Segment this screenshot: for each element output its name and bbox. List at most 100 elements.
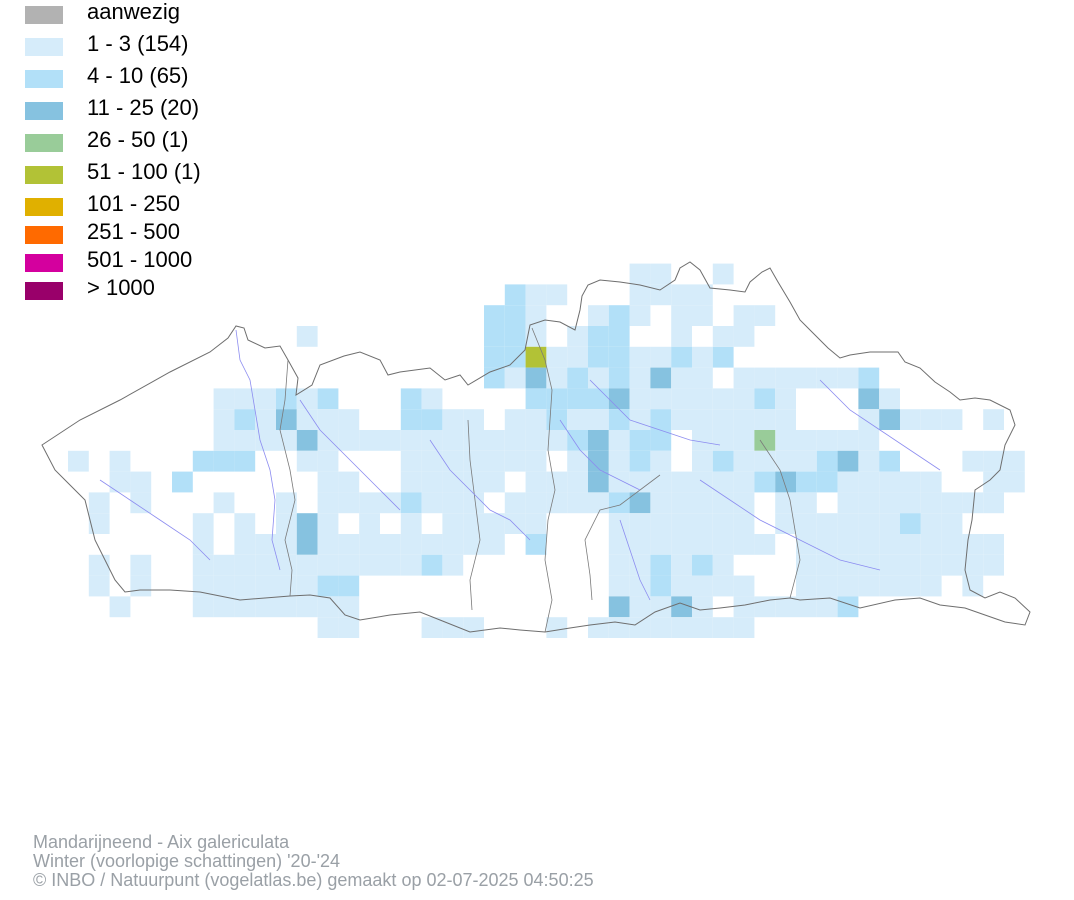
grid-cell [712,513,734,534]
grid-cell [733,575,755,597]
grid-cell [588,430,609,451]
grid-cell [712,617,734,638]
grid-cell [1004,471,1025,493]
grid-cell [276,492,297,514]
grid-cell [109,471,131,493]
grid-cell [192,596,214,618]
grid-cell [234,430,256,451]
grid-cell [463,409,484,430]
grid-cell [629,513,651,534]
grid-cell [317,575,339,597]
grid-cell [858,409,880,430]
grid-cell [421,471,443,493]
grid-cell [629,284,651,306]
grid-cell [296,326,318,347]
grid-cell [837,367,859,389]
grid-cell [796,554,817,576]
grid-cell [712,554,734,576]
grid-cell [255,575,276,597]
grid-cell [692,534,713,555]
grid-cell [276,596,297,618]
grid-cell [692,367,713,389]
grid-cell [192,575,214,597]
grid-cell [879,554,900,576]
legend-swatch [25,38,63,56]
grid-cell [192,534,214,555]
legend-swatch [25,166,63,184]
grid-cell [213,430,235,451]
grid-cell [900,513,921,534]
grid-cell [213,596,235,618]
grid-cell [733,450,755,472]
grid-cell [338,409,360,430]
grid-cell [775,367,796,389]
grid-cell [775,471,796,493]
grid-cell [421,409,443,430]
grid-cell [733,326,755,347]
grid-cell [671,617,692,638]
grid-cell [608,450,630,472]
grid-cell [650,284,672,306]
grid-cell [900,409,921,430]
grid-cell [192,450,214,472]
grid-cell [296,513,318,534]
grid-cell [525,471,547,493]
grid-cell [213,450,235,472]
grid-cell [504,305,526,326]
grid-cell [130,554,152,576]
grid-cell [608,575,630,597]
grid-cell [567,471,588,493]
grid-cell [130,575,152,597]
grid-cell [255,554,276,576]
grid-cell [733,617,755,638]
grid-cell [588,450,609,472]
period-text: Winter (voorlopige schattingen) '20-'24 [33,851,341,871]
grid-cell [816,554,838,576]
grid-cell [192,513,214,534]
grid-cell [629,492,651,514]
grid-cell [962,554,984,576]
grid-cell [962,575,984,597]
grid-cell [588,409,609,430]
grid-cell [920,471,942,493]
grid-cell [504,409,526,430]
grid-cell [255,430,276,451]
grid-cell [650,450,672,472]
grid-cell [463,492,484,514]
grid-cell [629,409,651,430]
grid-cell [692,450,713,472]
grid-cell [421,430,443,451]
grid-cell [796,450,817,472]
grid-cell [567,326,588,347]
grid-cell [650,492,672,514]
grid-cell [317,513,339,534]
grid-cell [858,554,880,576]
grid-cell [983,471,1004,493]
grid-cell [608,617,630,638]
grid-cell [88,492,110,514]
grid-cell [463,430,484,451]
grid-cell [317,430,339,451]
grid-cell [608,326,630,347]
grid-cell [504,326,526,347]
grid-cell [88,554,110,576]
grid-cell [837,575,859,597]
grid-cell [608,367,630,389]
grid-cell [234,388,256,410]
grid-cell [588,492,609,514]
grid-cell [234,513,256,534]
grid-cell [525,534,547,555]
grid-cell [213,554,235,576]
grid-cell [255,534,276,555]
grid-cell [941,409,963,430]
grid-cell [837,450,859,472]
grid-cell [712,263,734,285]
grid-cell [650,471,672,493]
grid-cell [629,430,651,451]
grid-cell [463,534,484,555]
grid-cell [442,471,464,493]
rivers [99,329,941,601]
grid-cell [442,617,464,638]
grid-cell [400,471,422,493]
grid-cell [879,409,900,430]
